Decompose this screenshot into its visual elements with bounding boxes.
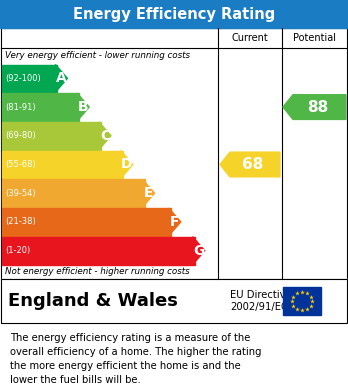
Text: Not energy efficient - higher running costs: Not energy efficient - higher running co… <box>5 267 190 276</box>
Text: D: D <box>121 158 133 172</box>
Text: EU Directive: EU Directive <box>230 290 292 300</box>
Text: Potential: Potential <box>293 33 336 43</box>
Polygon shape <box>283 95 346 119</box>
Polygon shape <box>143 179 155 207</box>
Text: (92-100): (92-100) <box>5 74 41 83</box>
Polygon shape <box>193 237 205 264</box>
Bar <box>2 122 101 150</box>
Text: (1-20): (1-20) <box>5 246 30 255</box>
Text: (55-68): (55-68) <box>5 160 36 169</box>
Polygon shape <box>77 93 89 121</box>
Text: Energy Efficiency Rating: Energy Efficiency Rating <box>73 7 275 22</box>
Text: England & Wales: England & Wales <box>8 292 178 310</box>
Text: E: E <box>144 186 153 200</box>
Bar <box>1 28 347 279</box>
Bar <box>2 93 79 121</box>
Text: (21-38): (21-38) <box>5 217 36 226</box>
Text: (81-91): (81-91) <box>5 102 35 111</box>
Text: G: G <box>193 244 204 258</box>
Text: 88: 88 <box>307 100 328 115</box>
Polygon shape <box>99 122 111 150</box>
Bar <box>2 151 123 178</box>
Bar <box>2 179 145 207</box>
Polygon shape <box>55 65 68 92</box>
Text: 2002/91/EC: 2002/91/EC <box>230 302 288 312</box>
Bar <box>2 237 195 264</box>
Text: B: B <box>78 100 88 114</box>
Text: Very energy efficient - lower running costs: Very energy efficient - lower running co… <box>5 52 190 61</box>
Polygon shape <box>220 152 280 177</box>
Text: Current: Current <box>232 33 268 43</box>
Text: 68: 68 <box>242 157 264 172</box>
Bar <box>1 279 347 323</box>
Text: C: C <box>100 129 110 143</box>
Bar <box>0 0 348 28</box>
Text: (69-80): (69-80) <box>5 131 36 140</box>
Text: (39-54): (39-54) <box>5 189 35 198</box>
Text: F: F <box>170 215 180 229</box>
Text: The energy efficiency rating is a measure of the
overall efficiency of a home. T: The energy efficiency rating is a measur… <box>10 333 261 385</box>
Polygon shape <box>169 208 181 236</box>
Text: A: A <box>56 71 67 85</box>
Bar <box>2 208 171 236</box>
Bar <box>2 65 57 92</box>
Bar <box>1 279 347 323</box>
Bar <box>283 287 321 315</box>
Polygon shape <box>121 151 133 178</box>
